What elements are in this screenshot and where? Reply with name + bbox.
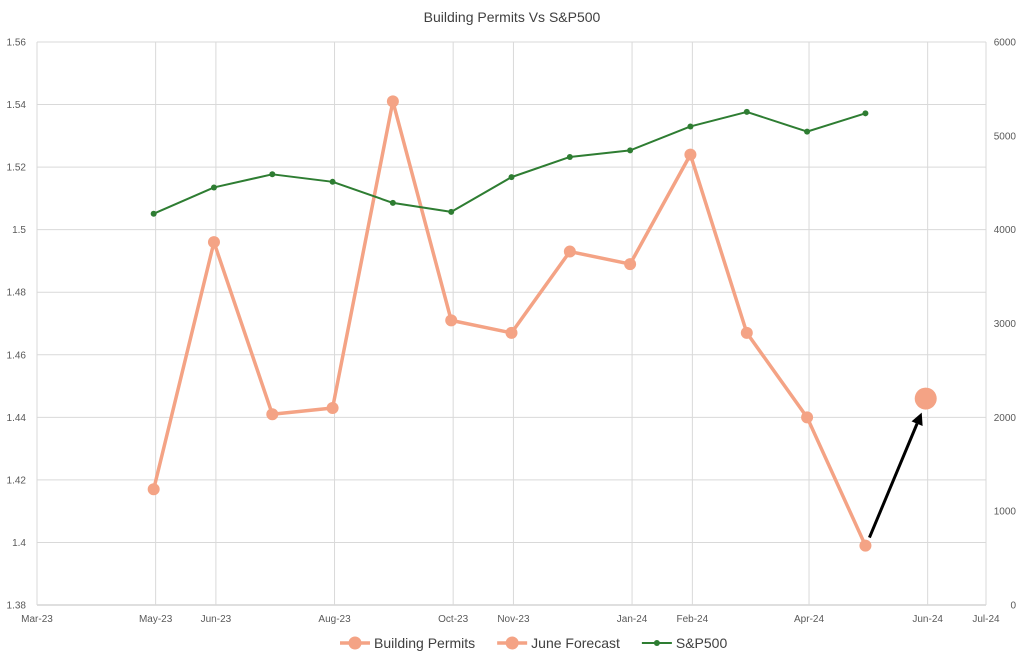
- x-ticks: Mar-23 May-23 Jun-23 Aug-23 Oct-23 Nov-23 Jan-…: [21, 614, 1000, 625]
- x-tick-label: Jun-23: [201, 614, 232, 625]
- y-left-tick-label: 1.56: [7, 38, 27, 49]
- data-point-s-p500: [804, 128, 811, 135]
- annotation-arrow-head: [911, 412, 923, 426]
- legend-swatch-marker-june-forecast: [505, 636, 519, 650]
- x-tick-label: Aug-23: [318, 614, 351, 625]
- y-right-tick-label: 1000: [994, 507, 1017, 518]
- y-left-tick-label: 1.38: [7, 601, 27, 612]
- y-left-tick-label: 1.4: [12, 538, 26, 549]
- legend-swatch-marker-s-p500: [653, 640, 660, 646]
- data-point-s-p500: [627, 147, 634, 154]
- y-right-ticks: 0 1000 2000 3000 4000 5000 6000: [994, 38, 1017, 612]
- data-point-building-permits: [859, 539, 872, 552]
- data-point-building-permits: [624, 258, 637, 271]
- data-point-building-permits: [563, 245, 576, 258]
- legend-label-building-permits: Building Permits: [374, 635, 475, 651]
- y-right-tick-label: 6000: [994, 38, 1017, 49]
- data-point-building-permits: [505, 326, 518, 339]
- x-tick-label: Jun-24: [912, 614, 943, 625]
- data-point-s-p500: [566, 153, 573, 160]
- data-point-s-p500: [508, 174, 515, 181]
- y-right-tick-label: 2000: [994, 413, 1017, 424]
- data-point-building-permits: [684, 148, 697, 161]
- data-point-s-p500: [743, 108, 750, 115]
- y-right-tick-label: 5000: [994, 131, 1017, 142]
- y-left-tick-label: 1.5: [12, 225, 26, 236]
- data-point-s-p500: [687, 123, 694, 130]
- chart-title: Building Permits Vs S&P500: [424, 9, 601, 25]
- data-point-s-p500: [210, 184, 217, 191]
- x-tick-label: May-23: [139, 614, 173, 625]
- legend: Building Permits June Forecast S&P500: [340, 635, 727, 651]
- x-tick-label: Mar-23: [21, 614, 53, 625]
- y-right-tick-label: 4000: [994, 225, 1017, 236]
- y-left-tick-label: 1.42: [7, 475, 27, 486]
- data-point-building-permits: [266, 408, 279, 421]
- data-point-building-permits: [386, 95, 399, 108]
- y-left-tick-label: 1.44: [7, 413, 27, 424]
- x-tick-label: Jan-24: [617, 614, 648, 625]
- legend-label-june-forecast: June Forecast: [531, 635, 620, 651]
- data-point-s-p500: [448, 208, 455, 215]
- legend-label-s-p500: S&P500: [676, 635, 728, 651]
- data-point-s-p500: [389, 199, 396, 206]
- x-tick-label: Apr-24: [794, 614, 824, 625]
- data-point-building-permits: [207, 236, 220, 249]
- y-left-tick-label: 1.52: [7, 163, 27, 174]
- data-point-june-forecast: [914, 387, 937, 410]
- x-tick-label: Feb-24: [677, 614, 709, 625]
- data-point-building-permits: [740, 326, 753, 339]
- y-right-tick-label: 3000: [994, 319, 1017, 330]
- annotation-layer: [868, 412, 923, 539]
- data-point-building-permits: [445, 314, 458, 327]
- x-tick-label: Oct-23: [438, 614, 468, 625]
- data-point-s-p500: [862, 110, 869, 117]
- y-right-tick-label: 0: [1010, 601, 1016, 612]
- series-layer: [147, 95, 937, 552]
- y-left-tick-label: 1.46: [7, 350, 27, 361]
- data-point-s-p500: [329, 178, 336, 185]
- data-point-s-p500: [269, 171, 276, 178]
- x-tick-label: Jul-24: [972, 614, 1000, 625]
- data-point-building-permits: [147, 483, 160, 496]
- annotation-arrow-shaft: [868, 423, 919, 539]
- data-point-building-permits: [326, 401, 339, 414]
- y-left-ticks: 1.38 1.4 1.42 1.44 1.46 1.48 1.5 1.52 1.54 1.56: [7, 38, 27, 612]
- x-tick-label: Nov-23: [497, 614, 530, 625]
- y-left-tick-label: 1.54: [7, 100, 27, 111]
- data-point-building-permits: [801, 411, 814, 424]
- legend-swatch-marker-building-permits: [348, 636, 362, 650]
- y-left-tick-label: 1.48: [7, 288, 27, 299]
- data-point-s-p500: [150, 210, 157, 217]
